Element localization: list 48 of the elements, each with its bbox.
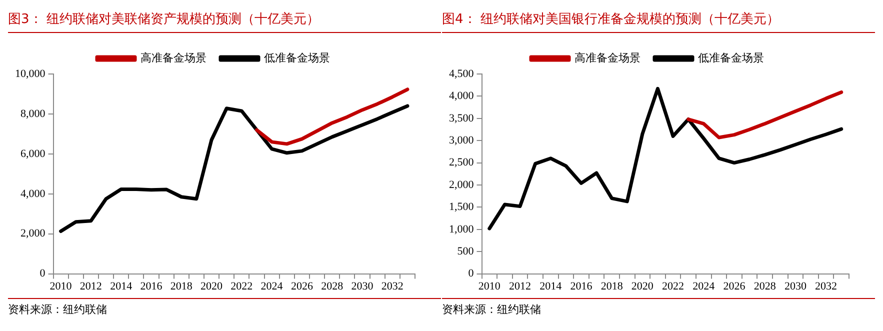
x-tick-label: 2030	[784, 280, 807, 292]
x-tick-label: 2020	[200, 280, 224, 292]
chart-title: 图3： 纽约联储对美联储资产规模的预测（十亿美元）	[8, 8, 441, 33]
x-tick-label: 2016	[570, 280, 593, 292]
x-tick-label: 2032	[815, 280, 838, 292]
x-tick-label: 2028	[754, 280, 776, 292]
x-tick-label: 2026	[723, 280, 746, 292]
y-tick-label: 3,500	[449, 112, 474, 124]
x-tick-label: 2010	[478, 280, 501, 292]
x-tick-label: 2014	[540, 280, 562, 292]
x-tick-label: 2018	[600, 280, 624, 292]
y-tick-label: 8,000	[20, 108, 46, 120]
y-tick-label: 1,000	[449, 223, 474, 236]
x-tick-label: 2028	[321, 280, 344, 292]
x-tick-label: 2024	[692, 280, 716, 292]
y-tick-label: 4,500	[449, 68, 474, 80]
y-tick-label: 4,000	[449, 90, 474, 102]
y-tick-label: 0	[40, 268, 46, 280]
y-tick-label: 4,000	[20, 188, 46, 200]
y-tick-label: 1,500	[449, 201, 474, 214]
x-tick-label: 2022	[662, 280, 684, 292]
y-tick-label: 0	[468, 268, 474, 280]
y-tick-label: 2,000	[449, 178, 474, 191]
y-tick-label: 500	[457, 245, 474, 258]
legend-label: 低准备金场景	[698, 51, 764, 64]
x-tick-label: 2022	[230, 280, 253, 292]
text: 资料来源：纽约联储	[8, 302, 108, 317]
x-tick-label: 2010	[50, 280, 72, 292]
x-tick-label: 2020	[631, 280, 654, 292]
y-tick-label: 2,000	[20, 228, 46, 240]
legend-label: 低准备金场景	[264, 51, 330, 64]
chart-title: 图4： 纽约联储对美国银行准备金规模的预测（十亿美元）	[442, 8, 875, 33]
x-tick-label: 2014	[110, 280, 133, 292]
x-tick-label: 2018	[170, 280, 193, 292]
y-tick-label: 6,000	[20, 148, 46, 160]
y-tick-label: 10,000	[15, 68, 46, 80]
x-tick-label: 2012	[80, 280, 102, 292]
legend-label: 高准备金场景	[574, 51, 640, 64]
y-tick-label: 2,500	[449, 156, 474, 169]
x-tick-label: 2012	[509, 280, 532, 292]
legend-label: 高准备金场景	[140, 51, 206, 64]
x-tick-label: 2024	[260, 280, 284, 292]
text: 资料来源：纽约联储	[442, 302, 542, 317]
x-tick-label: 2016	[140, 280, 163, 292]
x-tick-label: 2030	[351, 280, 374, 292]
x-tick-label: 2032	[381, 280, 404, 292]
y-tick-label: 3,000	[449, 134, 474, 146]
x-tick-label: 2026	[290, 280, 314, 292]
